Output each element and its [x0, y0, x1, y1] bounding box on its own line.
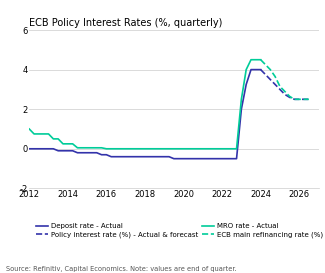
Text: Source: Refinitiv, Capital Economics. Note: values are end of quarter.: Source: Refinitiv, Capital Economics. No…	[6, 266, 237, 272]
Legend: Deposit rate - Actual, Policy interest rate (%) - Actual & forecast, MRO rate - : Deposit rate - Actual, Policy interest r…	[33, 220, 325, 241]
Text: ECB Policy Interest Rates (%, quarterly): ECB Policy Interest Rates (%, quarterly)	[29, 18, 223, 28]
